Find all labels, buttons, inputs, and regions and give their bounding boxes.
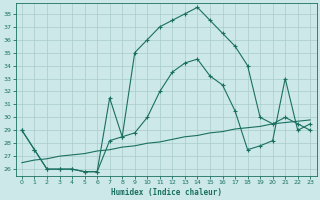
X-axis label: Humidex (Indice chaleur): Humidex (Indice chaleur) [111, 188, 221, 197]
